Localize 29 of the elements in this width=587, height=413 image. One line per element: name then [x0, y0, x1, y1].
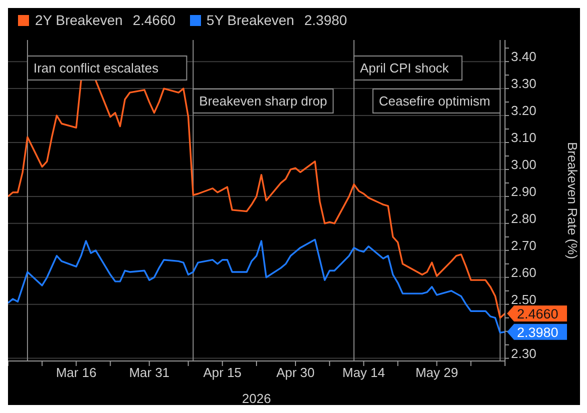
y-tick-label: 2.70: [511, 238, 536, 254]
x-tick-label: May 14: [342, 365, 386, 380]
y-tick-label: 2.50: [511, 292, 536, 307]
x-tick-label: Mar 31: [129, 365, 170, 380]
x-tick-label: Apr 30: [276, 365, 315, 380]
legend-label: 5Y Breakeven: [206, 12, 294, 28]
y-tick-label: 2.30: [511, 346, 536, 361]
y-tick-label: 3.20: [511, 103, 536, 118]
legend-label: 2Y Breakeven: [35, 12, 123, 28]
y-tick-label: 2.80: [511, 211, 536, 226]
y-tick-label: 3.00: [511, 157, 536, 172]
x-axis-title: 2026: [242, 391, 271, 406]
ref-line-label: Ceasefire optimism: [378, 94, 490, 108]
x-tick-label: May 29: [415, 365, 458, 380]
ref-line-label: April CPI shock: [360, 60, 450, 76]
y-tick-label: 2.60: [511, 264, 536, 280]
data-label: 2.4660: [517, 306, 558, 322]
x-tick-label: Apr 15: [203, 365, 242, 380]
x-tick-label: Mar 16: [56, 365, 96, 380]
text: 2.3980: [304, 12, 348, 28]
ref-line-label: Breakeven sharp drop: [199, 94, 328, 108]
ref-line-label: Iran conflict escalates: [33, 60, 159, 76]
y-axis-title: Breakeven Rate (%): [565, 142, 580, 260]
y-tick-label: 3.30: [511, 76, 536, 92]
y-tick-label: 3.40: [511, 49, 536, 64]
text: 2.4660: [132, 12, 176, 28]
y-tick-label: 2.90: [511, 184, 536, 200]
y-tick-label: 3.10: [511, 130, 536, 146]
data-label: 2.3980: [517, 324, 558, 340]
